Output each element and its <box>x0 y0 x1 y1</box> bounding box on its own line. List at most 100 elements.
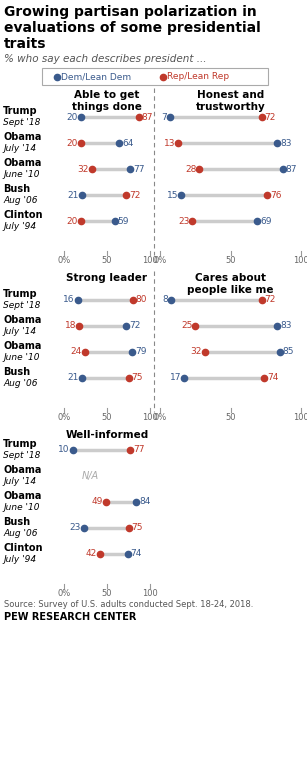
Text: Rep/Lean Rep: Rep/Lean Rep <box>167 72 229 81</box>
Text: 23: 23 <box>178 216 189 225</box>
Text: Obama: Obama <box>3 465 41 475</box>
Text: July '94: July '94 <box>3 222 36 231</box>
Text: 0%: 0% <box>154 256 167 265</box>
Text: 77: 77 <box>133 445 145 455</box>
Text: 72: 72 <box>265 296 276 304</box>
Text: 17: 17 <box>169 374 181 382</box>
Text: June '10: June '10 <box>3 170 40 179</box>
Text: 50: 50 <box>102 256 112 265</box>
Text: Able to get
things done: Able to get things done <box>72 90 142 112</box>
Text: 50: 50 <box>225 413 236 422</box>
Text: 10: 10 <box>58 445 70 455</box>
Text: 20: 20 <box>67 113 78 121</box>
Text: 87: 87 <box>286 164 297 174</box>
Text: 49: 49 <box>92 497 103 506</box>
Text: Sept '18: Sept '18 <box>3 451 41 460</box>
Text: 79: 79 <box>135 347 146 357</box>
Text: July '94: July '94 <box>3 555 36 564</box>
Text: 100: 100 <box>293 413 307 422</box>
Text: 0%: 0% <box>57 413 71 422</box>
Text: 50: 50 <box>225 256 236 265</box>
Text: 0%: 0% <box>57 589 71 598</box>
Text: Well-informed: Well-informed <box>65 430 149 440</box>
Text: 59: 59 <box>118 216 129 225</box>
Text: 50: 50 <box>102 589 112 598</box>
Text: 24: 24 <box>70 347 82 357</box>
Text: Dem/Lean Dem: Dem/Lean Dem <box>61 72 131 81</box>
Text: 25: 25 <box>181 321 192 330</box>
Text: 100: 100 <box>142 589 158 598</box>
Text: Source: Survey of U.S. adults conducted Sept. 18-24, 2018.: Source: Survey of U.S. adults conducted … <box>4 600 253 609</box>
Text: Obama: Obama <box>3 158 41 168</box>
Text: 80: 80 <box>136 296 147 304</box>
Text: 100: 100 <box>142 413 158 422</box>
Text: Trump: Trump <box>3 289 38 299</box>
Text: 100: 100 <box>293 256 307 265</box>
Text: 50: 50 <box>102 413 112 422</box>
Text: 64: 64 <box>122 138 134 147</box>
Text: 21: 21 <box>68 191 79 199</box>
Text: 23: 23 <box>69 523 81 533</box>
Text: Sept '18: Sept '18 <box>3 301 41 310</box>
Text: 74: 74 <box>267 374 279 382</box>
Text: % who say each describes president ...: % who say each describes president ... <box>4 54 207 64</box>
Text: Bush: Bush <box>3 184 30 194</box>
Text: Bush: Bush <box>3 367 30 377</box>
Bar <box>42 68 268 85</box>
Text: 7: 7 <box>161 113 167 121</box>
Text: July '14: July '14 <box>3 327 36 336</box>
Text: 100: 100 <box>142 256 158 265</box>
Text: 84: 84 <box>139 497 151 506</box>
Text: N/A: N/A <box>82 471 99 481</box>
Text: Trump: Trump <box>3 439 38 449</box>
Text: 69: 69 <box>260 216 272 225</box>
Text: Clinton: Clinton <box>3 543 42 553</box>
Text: 83: 83 <box>280 321 292 330</box>
Text: 15: 15 <box>167 191 178 199</box>
Text: 0%: 0% <box>57 256 71 265</box>
Text: 74: 74 <box>131 550 142 558</box>
Text: 72: 72 <box>129 191 140 199</box>
Text: Bush: Bush <box>3 517 30 527</box>
Text: 18: 18 <box>65 321 76 330</box>
Text: Aug '06: Aug '06 <box>3 196 37 205</box>
Text: 20: 20 <box>67 216 78 225</box>
Text: 72: 72 <box>129 321 140 330</box>
Text: Aug '06: Aug '06 <box>3 529 37 538</box>
Text: 21: 21 <box>68 374 79 382</box>
Text: 72: 72 <box>265 113 276 121</box>
Text: 77: 77 <box>133 164 145 174</box>
Text: 75: 75 <box>131 374 143 382</box>
Text: 42: 42 <box>86 550 97 558</box>
Text: 16: 16 <box>63 296 75 304</box>
Text: 76: 76 <box>270 191 282 199</box>
Text: 8: 8 <box>162 296 168 304</box>
Text: June '10: June '10 <box>3 353 40 362</box>
Text: Obama: Obama <box>3 341 41 351</box>
Text: 32: 32 <box>77 164 88 174</box>
Text: Honest and
trustworthy: Honest and trustworthy <box>196 90 265 112</box>
Text: Obama: Obama <box>3 132 41 142</box>
Text: 85: 85 <box>283 347 294 357</box>
Text: 87: 87 <box>142 113 153 121</box>
Text: July '14: July '14 <box>3 477 36 486</box>
Text: 13: 13 <box>164 138 175 147</box>
Text: 32: 32 <box>191 347 202 357</box>
Text: Sept '18: Sept '18 <box>3 118 41 127</box>
Text: June '10: June '10 <box>3 503 40 512</box>
Text: Growing partisan polarization in
evaluations of some presidential
traits: Growing partisan polarization in evaluat… <box>4 5 261 52</box>
Text: Cares about
people like me: Cares about people like me <box>187 273 274 295</box>
Text: Obama: Obama <box>3 491 41 501</box>
Text: Obama: Obama <box>3 315 41 325</box>
Text: Strong leader: Strong leader <box>67 273 147 283</box>
Text: 28: 28 <box>185 164 196 174</box>
Text: 0%: 0% <box>154 413 167 422</box>
Text: Clinton: Clinton <box>3 210 42 220</box>
Text: 20: 20 <box>67 138 78 147</box>
Text: Trump: Trump <box>3 106 38 116</box>
Text: July '14: July '14 <box>3 144 36 153</box>
Text: 75: 75 <box>131 523 143 533</box>
Text: Aug '06: Aug '06 <box>3 379 37 388</box>
Text: PEW RESEARCH CENTER: PEW RESEARCH CENTER <box>4 612 136 622</box>
Text: 83: 83 <box>280 138 292 147</box>
